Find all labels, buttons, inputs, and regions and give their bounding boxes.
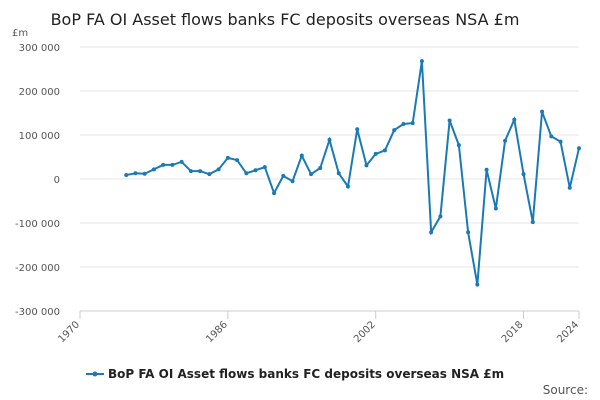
data-point <box>345 184 350 189</box>
y-unit: £m <box>12 28 28 39</box>
legend-label: BoP FA OI Asset flows banks FC deposits … <box>108 367 504 381</box>
x-tick-label: 1986 <box>204 319 230 345</box>
data-point <box>336 171 341 176</box>
data-point <box>540 109 545 114</box>
data-point <box>290 179 295 184</box>
y-tick-label: 200 000 <box>19 87 60 98</box>
x-tick-label: 1970 <box>56 319 82 345</box>
data-point <box>299 153 304 158</box>
data-point <box>475 282 480 287</box>
data-point <box>216 167 221 172</box>
data-point <box>567 185 572 190</box>
data-point <box>558 139 563 144</box>
data-point <box>530 220 535 225</box>
source: Source: <box>543 383 588 397</box>
x-tick-label: 2024 <box>555 319 581 345</box>
y-tick-label: -300 000 <box>15 307 60 318</box>
data-point <box>466 230 471 235</box>
data-point <box>447 118 452 123</box>
y-tick-label: 0 <box>54 175 60 186</box>
data-point <box>364 163 369 168</box>
data-point <box>355 127 360 132</box>
data-point <box>309 172 314 177</box>
data-point <box>124 173 129 178</box>
data-point <box>318 166 323 170</box>
data-point <box>419 59 424 64</box>
chart-title: BoP FA OI Asset flows banks FC deposits … <box>51 10 520 29</box>
data-point <box>179 159 184 164</box>
data-point <box>188 169 193 174</box>
data-point <box>382 148 387 153</box>
data-line <box>126 60 580 285</box>
data-point <box>373 151 378 156</box>
data-point <box>207 172 212 177</box>
data-point <box>133 171 138 176</box>
data-point <box>170 162 175 167</box>
data-point <box>225 155 230 160</box>
x-tick-label: 2018 <box>500 319 526 345</box>
data-point <box>272 191 277 196</box>
data-point <box>151 167 156 172</box>
data-point <box>401 122 406 126</box>
data-point <box>410 121 415 126</box>
legend-marker <box>92 371 98 377</box>
data-point <box>244 171 249 176</box>
data-point <box>493 206 498 211</box>
data-point <box>327 137 332 142</box>
data-point <box>512 117 517 122</box>
data-point <box>253 168 258 173</box>
data-point <box>198 169 203 174</box>
data-point <box>484 167 489 172</box>
y-tick-label: -200 000 <box>15 263 60 274</box>
data-point <box>142 171 147 176</box>
y-tick-label: 100 000 <box>19 131 60 142</box>
data-point <box>429 230 434 235</box>
x-tick-label: 2002 <box>352 319 378 345</box>
data-point <box>577 146 581 151</box>
data-point <box>521 172 526 177</box>
y-tick-label: -100 000 <box>15 219 60 230</box>
y-tick-label: 300 000 <box>19 43 60 54</box>
data-point <box>503 138 508 143</box>
data-point <box>161 162 166 167</box>
data-point <box>456 143 461 148</box>
data-point <box>281 173 286 178</box>
data-point <box>262 165 267 170</box>
data-point <box>438 214 443 219</box>
data-point <box>549 134 554 139</box>
data-point <box>392 128 397 133</box>
data-point <box>235 158 240 163</box>
